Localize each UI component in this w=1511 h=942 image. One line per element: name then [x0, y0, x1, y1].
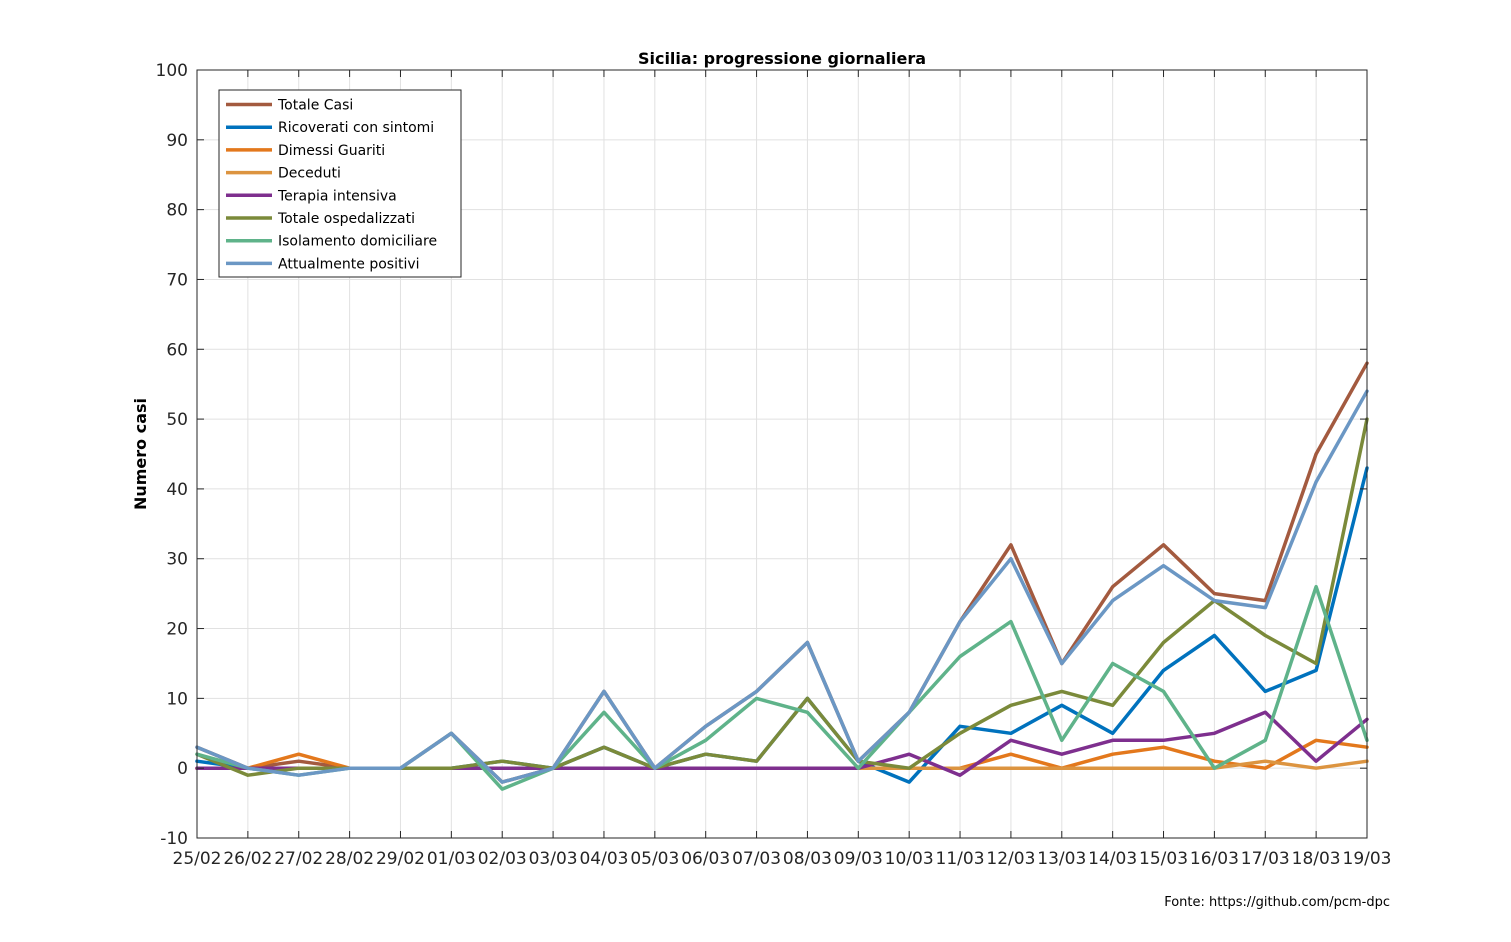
x-tick-label: 06/03	[681, 849, 730, 869]
y-axis-title: Numero casi	[131, 398, 150, 510]
legend-label: Attualmente positivi	[278, 256, 420, 272]
y-tick-label: 10	[166, 689, 188, 709]
y-tick-label: 40	[166, 480, 188, 500]
x-tick-label: 27/02	[274, 849, 323, 869]
x-tick-label: 15/03	[1139, 849, 1188, 869]
y-tick-label: 60	[166, 340, 188, 360]
x-tick-label: 02/03	[478, 849, 527, 869]
x-tick-label: 16/03	[1190, 849, 1239, 869]
y-tick-label: 50	[166, 410, 188, 430]
legend-entry: Totale ospedalizzati	[226, 211, 415, 227]
y-tick-label: 20	[166, 620, 188, 640]
legend-entry: Ricoverati con sintomi	[226, 120, 434, 136]
x-tick-label: 07/03	[732, 849, 781, 869]
x-tick-label: 01/03	[427, 849, 476, 869]
legend: Totale Casi Ricoverati con sintomi Dimessi…	[218, 89, 462, 278]
legend-entry: Dimessi Guariti	[226, 143, 385, 159]
legend-label: Isolamento domiciliare	[278, 234, 437, 250]
axes-box	[196, 69, 1368, 839]
legend-entry: Deceduti	[226, 166, 341, 182]
x-tick-label: 09/03	[834, 849, 883, 869]
x-tick-label: 26/02	[223, 849, 272, 869]
axis-ticks	[196, 69, 1368, 839]
x-tick-label: 13/03	[1037, 849, 1086, 869]
legend-entry: Attualmente positivi	[226, 256, 420, 272]
legend-entry: Terapia intensiva	[226, 188, 397, 204]
x-tick-label: 14/03	[1088, 849, 1137, 869]
legend-box	[218, 89, 462, 278]
x-tick-label: 10/03	[885, 849, 934, 869]
series-line-attualmente-positivi	[195, 389, 1369, 784]
x-tick-label: 25/02	[173, 849, 222, 869]
legend-label: Deceduti	[278, 166, 341, 182]
legend-label: Terapia intensiva	[277, 188, 397, 204]
y-tick-label: -10	[160, 829, 188, 849]
x-tick-label: 12/03	[986, 849, 1035, 869]
legend-entry: Isolamento domiciliare	[226, 234, 437, 250]
x-tick-label: 03/03	[529, 849, 578, 869]
x-tick-label: 04/03	[579, 849, 628, 869]
x-tick-label: 11/03	[936, 849, 985, 869]
x-axis-tick-labels: 25/02 26/02 27/02 28/02 29/02 01/03 02/03 03/03…	[173, 849, 1392, 869]
x-tick-label: 18/03	[1292, 849, 1341, 869]
y-tick-label: 0	[177, 759, 188, 779]
legend-label: Totale Casi	[277, 98, 353, 114]
grid	[197, 70, 1367, 838]
x-tick-label: 08/03	[783, 849, 832, 869]
y-tick-label: 90	[166, 131, 188, 151]
series-lines	[195, 361, 1369, 791]
source-note: Fonte: https://github.com/pcm-dpc	[1164, 895, 1390, 910]
legend-label: Dimessi Guariti	[278, 143, 385, 159]
x-tick-label: 28/02	[325, 849, 374, 869]
x-tick-label: 05/03	[630, 849, 679, 869]
y-tick-label: 100	[156, 61, 188, 81]
y-axis-tick-labels: -10 0 10 20 30 40 50 60 70 80 90 100	[156, 61, 188, 849]
y-tick-label: 70	[166, 270, 188, 290]
x-tick-label: 29/02	[376, 849, 425, 869]
chart-title: Sicilia: progressione giornaliera	[638, 49, 926, 68]
y-tick-label: 80	[166, 201, 188, 221]
x-tick-label: 17/03	[1241, 849, 1290, 869]
y-tick-label: 30	[166, 550, 188, 570]
legend-label: Ricoverati con sintomi	[278, 120, 434, 136]
legend-label: Totale ospedalizzati	[277, 211, 415, 227]
legend-entry: Totale Casi	[226, 98, 353, 114]
x-tick-label: 19/03	[1343, 849, 1392, 869]
